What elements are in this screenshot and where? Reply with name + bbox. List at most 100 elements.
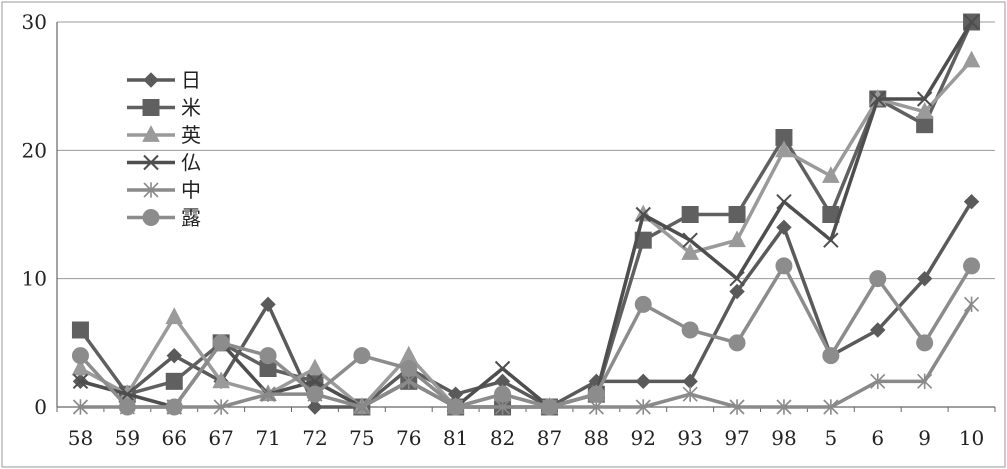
x-tick-label-82: 82 — [490, 426, 515, 450]
data-point-日-97 — [729, 283, 745, 300]
x-tick-label-5: 5 — [824, 426, 837, 450]
data-point-仏-58 — [72, 373, 89, 390]
legend-label-英: 英 — [181, 123, 201, 147]
series-日 — [72, 193, 980, 415]
data-point-露-87 — [540, 398, 558, 416]
data-point-露-66 — [165, 398, 183, 416]
data-point-中-10 — [963, 296, 980, 313]
data-point-露-75 — [353, 347, 371, 365]
data-point-英-67 — [212, 371, 230, 389]
series-line-中 — [80, 303, 974, 409]
x-tick-label-67: 67 — [208, 426, 233, 450]
x-tick-label-72: 72 — [302, 426, 327, 450]
data-point-中-9 — [917, 373, 933, 390]
data-point-露-98 — [775, 257, 793, 275]
legend-label-中: 中 — [181, 178, 201, 202]
data-point-中-6 — [870, 373, 886, 390]
data-point-仏-72 — [307, 373, 323, 390]
data-point-中-67 — [213, 399, 229, 415]
data-point-日-93 — [682, 373, 698, 390]
legend-item-露: 露 — [127, 206, 201, 230]
data-point-中-5 — [823, 399, 839, 415]
data-point-英-66 — [165, 307, 184, 325]
series-line-仏 — [79, 21, 974, 409]
legend-item-仏: 仏 — [127, 151, 201, 175]
data-point-米-9 — [916, 116, 934, 134]
data-point-英-72 — [306, 358, 324, 376]
x-tick-label-87: 87 — [537, 426, 562, 450]
x-tick-label-59: 59 — [115, 426, 140, 450]
data-point-露-92 — [634, 295, 652, 313]
data-point-露-67 — [212, 334, 230, 352]
data-point-露-88 — [587, 385, 605, 403]
data-point-英-10 — [962, 50, 981, 68]
data-point-露-6 — [869, 270, 887, 288]
legend-marker-日 — [143, 72, 159, 88]
data-point-露-76 — [400, 360, 418, 377]
data-point-英-58 — [71, 358, 90, 376]
legend-marker-露 — [142, 209, 160, 226]
series-米 — [71, 13, 981, 416]
data-point-日-72 — [307, 399, 323, 415]
legend-label-日: 日 — [181, 68, 201, 92]
legend-item-英: 英 — [127, 123, 201, 147]
data-point-日-9 — [916, 270, 933, 287]
data-point-仏-93 — [682, 232, 698, 248]
series-露 — [71, 257, 981, 416]
data-point-中-58 — [72, 399, 89, 415]
data-point-露-72 — [306, 385, 324, 403]
x-tick-label-88: 88 — [584, 426, 609, 450]
x-tick-label-97: 97 — [724, 426, 749, 450]
data-point-米-66 — [165, 372, 183, 390]
data-point-米-97 — [728, 206, 746, 223]
data-point-露-71 — [259, 347, 277, 365]
data-point-仏-82 — [494, 360, 511, 377]
x-tick-label-92: 92 — [631, 426, 656, 450]
data-point-露-93 — [681, 321, 699, 339]
data-point-仏-92 — [635, 206, 651, 223]
y-tick-label-30: 30 — [22, 10, 47, 34]
data-point-仏-98 — [776, 193, 792, 210]
legend-label-仏: 仏 — [181, 151, 201, 175]
data-point-露-10 — [963, 257, 981, 275]
x-tick-label-98: 98 — [771, 426, 796, 450]
data-point-英-98 — [775, 140, 793, 158]
legend-label-露: 露 — [181, 206, 201, 230]
data-point-中-97 — [729, 399, 745, 415]
data-point-中-71 — [260, 386, 276, 402]
data-point-露-81 — [447, 398, 465, 416]
data-point-中-98 — [776, 399, 792, 415]
x-tick-label-76: 76 — [396, 426, 421, 450]
data-point-仏-6 — [870, 91, 886, 107]
data-point-露-58 — [71, 347, 89, 365]
x-tick-label-6: 6 — [871, 426, 884, 450]
x-tick-label-9: 9 — [918, 426, 931, 450]
x-tick-label-10: 10 — [959, 426, 984, 450]
series-line-日 — [79, 200, 974, 409]
y-tick-label-10: 10 — [22, 267, 47, 291]
data-point-英-5 — [822, 166, 840, 183]
data-point-中-92 — [635, 399, 651, 415]
x-tick-label-71: 71 — [255, 426, 280, 450]
data-point-日-92 — [635, 373, 651, 390]
data-point-英-97 — [728, 230, 746, 248]
legend-item-中: 中 — [127, 178, 201, 202]
data-point-露-5 — [822, 347, 840, 365]
data-point-米-93 — [681, 206, 699, 223]
x-tick-label-66: 66 — [162, 426, 187, 450]
legend-item-日: 日 — [127, 68, 201, 92]
x-tick-label-81: 81 — [443, 426, 468, 450]
data-point-日-71 — [260, 296, 276, 313]
data-point-仏-9 — [916, 91, 933, 107]
data-point-仏-10 — [963, 14, 980, 30]
data-point-日-10 — [963, 193, 980, 210]
data-point-中-75 — [354, 399, 370, 415]
y-tick-label-20: 20 — [22, 138, 47, 162]
x-tick-label-93: 93 — [677, 426, 702, 450]
data-point-日-66 — [166, 347, 182, 364]
legend-item-米: 米 — [127, 96, 201, 120]
data-point-仏-97 — [729, 270, 745, 287]
y-tick-label-0: 0 — [34, 395, 47, 419]
data-point-英-76 — [399, 345, 418, 363]
